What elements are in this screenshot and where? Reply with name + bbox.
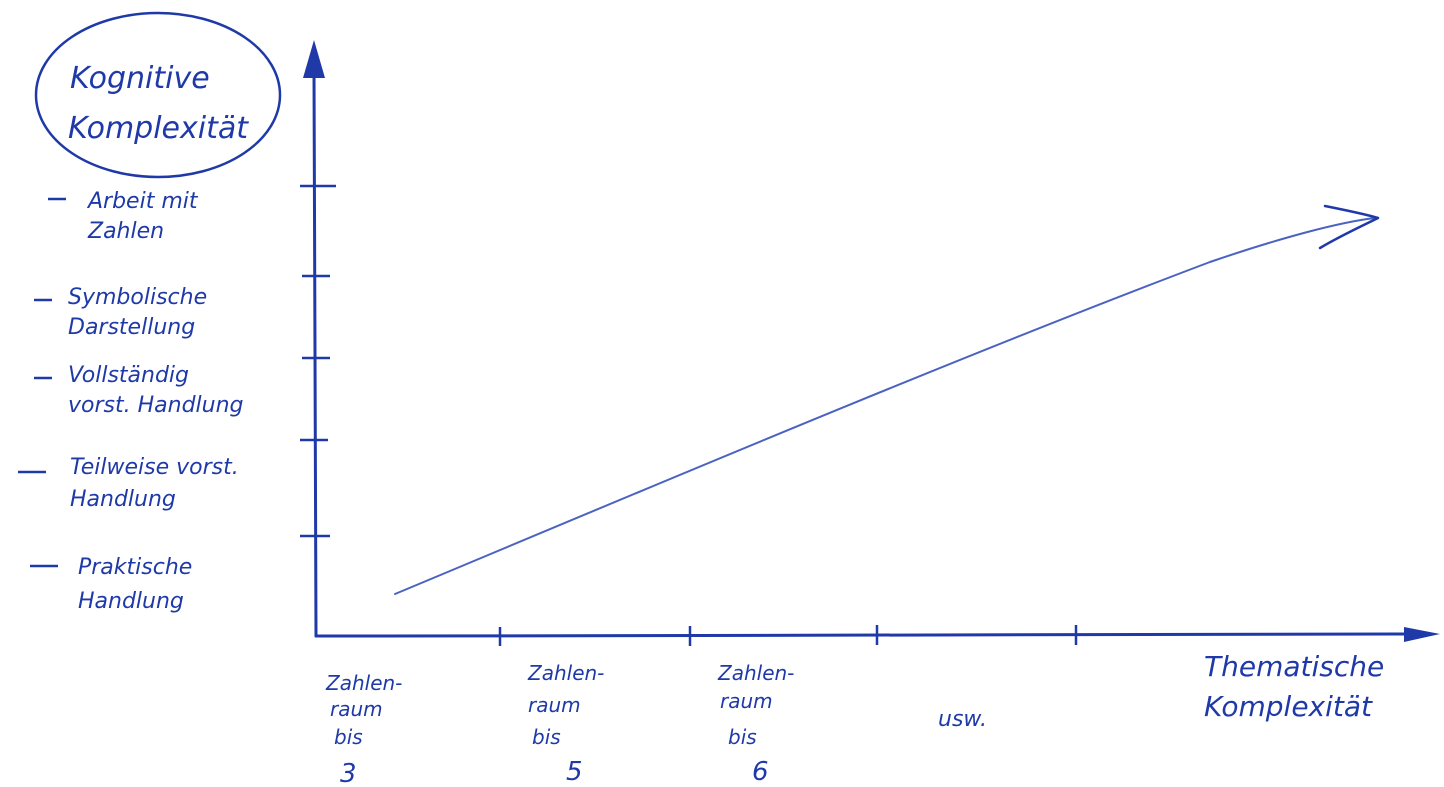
x-axis-arrowhead <box>1404 627 1440 642</box>
x-level-zahlenraum-bis-5: Zahlen- raum bis 5 <box>527 661 604 787</box>
y-level-arbeit-mit-zahlen: Arbeit mit Zahlen <box>48 189 199 244</box>
y-level-label-line-2: Handlung <box>70 487 176 512</box>
x-level-label-line-3: bis <box>334 725 363 749</box>
y-level-label-line-1: Vollständig <box>68 363 189 388</box>
x-level-label-line-2: raum <box>330 697 383 721</box>
x-level-label-line-3: bis <box>728 725 757 749</box>
x-axis-title-line-1: Thematische <box>1204 650 1384 683</box>
y-level-label-line-1: Symbolische <box>68 285 207 310</box>
x-axis-levels: Zahlen- raum bis 3 Zahlen- raum bis 5 Za… <box>325 661 987 787</box>
y-level-label-line-2: Handlung <box>78 589 184 614</box>
x-level-label-line-1: Zahlen- <box>325 671 402 695</box>
x-axis-title-line-2: Komplexität <box>1204 690 1373 723</box>
y-axis-arrowhead <box>303 40 325 78</box>
x-level-label-line-4: 3 <box>340 759 357 787</box>
x-level-label-line-2: raum <box>720 689 773 713</box>
y-level-praktische-handlung: Praktische Handlung <box>30 555 192 614</box>
x-level-zahlenraum-bis-6: Zahlen- raum bis 6 <box>717 661 794 787</box>
y-level-label-line-1: Teilweise vorst. <box>70 455 239 480</box>
y-axis-title-line-1: Kognitive <box>70 61 210 96</box>
y-level-label-line-2: Darstellung <box>68 315 195 340</box>
y-level-label-line-2: vorst. Handlung <box>68 393 244 418</box>
x-level-zahlenraum-bis-3: Zahlen- raum bis 3 <box>325 671 402 787</box>
x-level-usw: usw. <box>938 707 987 732</box>
x-level-label-line-1: Zahlen- <box>717 661 794 685</box>
x-level-label-line-4: 6 <box>752 757 769 787</box>
y-level-teilweise-vorst-handlung: Teilweise vorst. Handlung <box>18 455 239 512</box>
x-axis-line <box>314 632 1412 638</box>
x-axis-title: Thematische Komplexität <box>1204 650 1384 723</box>
y-axis-line <box>312 70 318 638</box>
y-axis-title-circle <box>34 11 282 179</box>
trend-curve-arrowhead <box>1318 204 1380 250</box>
x-level-label-line-1: Zahlen- <box>527 661 604 685</box>
y-axis-levels: Arbeit mit Zahlen Symbolische Darstellun… <box>18 189 244 614</box>
y-level-label-line-1: Praktische <box>78 555 192 580</box>
y-axis-title: Kognitive Komplexität <box>34 11 282 179</box>
x-level-label-line-2: raum <box>528 693 581 717</box>
y-level-label-line-1: Arbeit mit <box>86 189 199 214</box>
x-axis <box>314 625 1440 646</box>
y-axis <box>300 40 336 638</box>
y-axis-title-line-2: Komplexität <box>68 111 249 146</box>
trend-curve-line <box>394 217 1376 595</box>
trend-curve <box>394 204 1380 595</box>
y-level-symbolische-darstellung: Symbolische Darstellung <box>34 285 207 340</box>
y-level-label-line-2: Zahlen <box>87 219 164 244</box>
x-level-label-line-4: 5 <box>566 757 583 787</box>
x-level-label-line-3: bis <box>532 725 561 749</box>
y-level-vollstaendig-vorst-handlung: Vollständig vorst. Handlung <box>34 363 244 418</box>
x-level-label-line-1: usw. <box>938 707 987 732</box>
